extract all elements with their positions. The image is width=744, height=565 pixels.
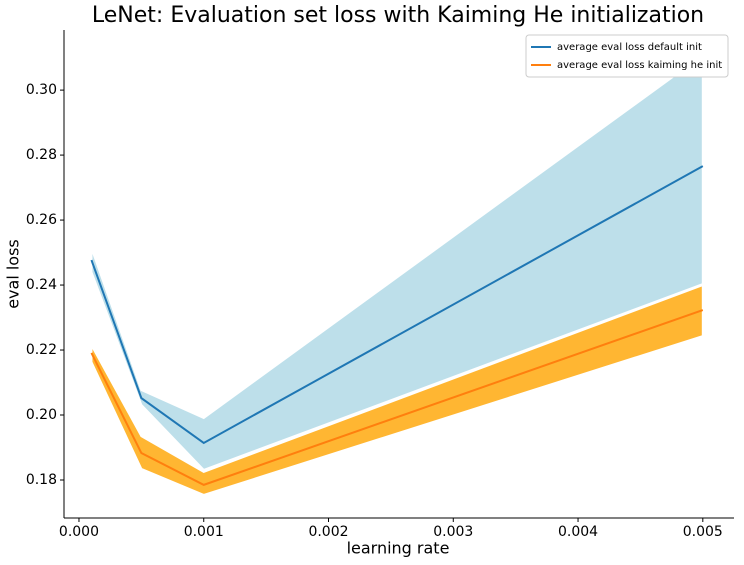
x-tick-label: 0.003 xyxy=(433,524,473,540)
y-tick-label: 0.26 xyxy=(26,212,57,228)
legend-box xyxy=(525,34,729,78)
y-tick-label: 0.22 xyxy=(26,342,57,358)
confidence-band xyxy=(90,283,704,496)
legend-label: average eval loss kaiming he init xyxy=(557,60,722,71)
chart-title: LeNet: Evaluation set loss with Kaiming … xyxy=(92,3,704,28)
x-tick-label: 0.001 xyxy=(184,524,224,540)
y-tick-label: 0.30 xyxy=(26,82,57,98)
x-tick-label: 0.000 xyxy=(59,524,99,540)
x-tick-label: 0.004 xyxy=(558,524,598,540)
line xyxy=(90,165,704,445)
y-tick-label: 0.24 xyxy=(26,277,57,293)
y-tick-label: 0.20 xyxy=(26,407,57,423)
x-tick-label: 0.002 xyxy=(308,524,348,540)
line xyxy=(90,309,704,486)
y-axis-label: eval loss xyxy=(4,239,23,309)
legend-label: average eval loss default init xyxy=(557,42,702,53)
x-axis-label: learning rate xyxy=(347,539,450,558)
y-tick-label: 0.28 xyxy=(26,147,57,163)
y-tick-label: 0.18 xyxy=(26,472,57,488)
x-tick-label: 0.005 xyxy=(683,524,723,540)
